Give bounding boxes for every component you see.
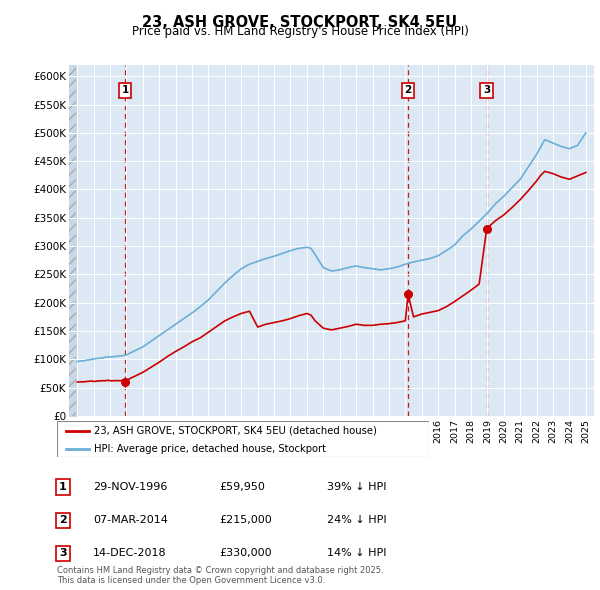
Text: Price paid vs. HM Land Registry's House Price Index (HPI): Price paid vs. HM Land Registry's House … bbox=[131, 25, 469, 38]
Text: 29-NOV-1996: 29-NOV-1996 bbox=[93, 482, 167, 491]
FancyBboxPatch shape bbox=[57, 421, 429, 457]
Text: £59,950: £59,950 bbox=[219, 482, 265, 491]
Text: 3: 3 bbox=[59, 549, 67, 558]
Text: HPI: Average price, detached house, Stockport: HPI: Average price, detached house, Stoc… bbox=[94, 444, 326, 454]
Text: Contains HM Land Registry data © Crown copyright and database right 2025.
This d: Contains HM Land Registry data © Crown c… bbox=[57, 566, 383, 585]
Text: 24% ↓ HPI: 24% ↓ HPI bbox=[327, 516, 386, 525]
Text: 14% ↓ HPI: 14% ↓ HPI bbox=[327, 549, 386, 558]
Text: 3: 3 bbox=[483, 86, 490, 96]
Text: 14-DEC-2018: 14-DEC-2018 bbox=[93, 549, 167, 558]
Text: £330,000: £330,000 bbox=[219, 549, 272, 558]
Text: 39% ↓ HPI: 39% ↓ HPI bbox=[327, 482, 386, 491]
Bar bbox=[69, 65, 76, 416]
Text: 23, ASH GROVE, STOCKPORT, SK4 5EU (detached house): 23, ASH GROVE, STOCKPORT, SK4 5EU (detac… bbox=[94, 425, 377, 435]
Text: 07-MAR-2014: 07-MAR-2014 bbox=[93, 516, 168, 525]
Text: 1: 1 bbox=[59, 482, 67, 491]
Text: 2: 2 bbox=[59, 516, 67, 525]
Text: 23, ASH GROVE, STOCKPORT, SK4 5EU: 23, ASH GROVE, STOCKPORT, SK4 5EU bbox=[142, 15, 458, 30]
Text: 1: 1 bbox=[121, 86, 128, 96]
Text: £215,000: £215,000 bbox=[219, 516, 272, 525]
Text: 2: 2 bbox=[404, 86, 412, 96]
